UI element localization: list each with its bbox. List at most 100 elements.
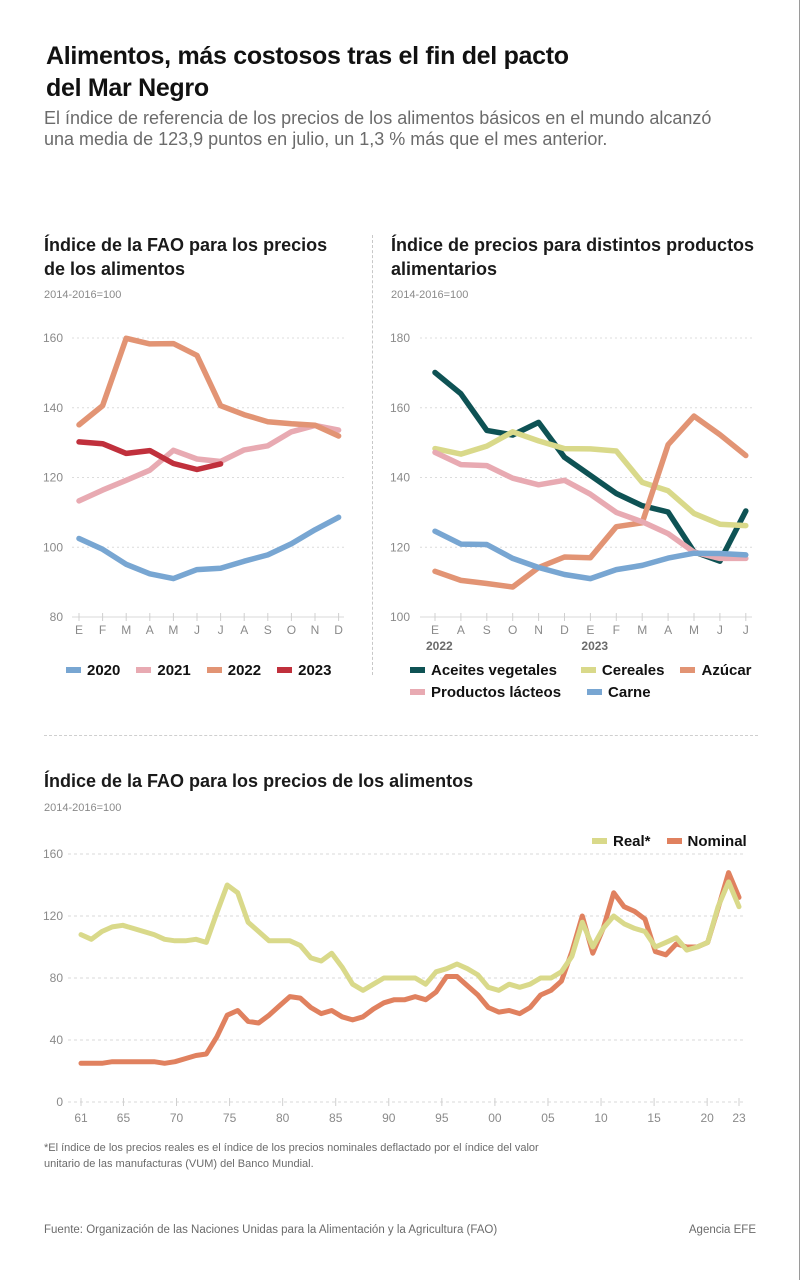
x-tick-label: J xyxy=(194,623,200,637)
chart1-legend: 2020 2021 2022 2023 xyxy=(66,659,366,681)
x-tick-label: E xyxy=(586,623,594,637)
series-line-carne xyxy=(432,528,749,582)
series-line-2022 xyxy=(76,335,342,439)
x-tick-label: J xyxy=(717,623,723,637)
legend-swatch xyxy=(410,667,425,673)
legend-label: 2023 xyxy=(298,661,332,679)
series-line-az-car xyxy=(432,413,749,590)
legend-label: Aceites vegetales xyxy=(431,661,557,679)
y-tick-label: 120 xyxy=(390,540,410,554)
y-tick-label: 100 xyxy=(43,540,63,554)
legend-label: Cereales xyxy=(601,661,665,679)
y-tick-label: 140 xyxy=(390,471,410,485)
x-tick-label: M xyxy=(637,623,647,637)
chart3-legend: Real* Nominal xyxy=(592,830,792,852)
x-tick-label: N xyxy=(311,623,320,637)
x-tick-label: J xyxy=(218,623,224,637)
y-tick-label: 80 xyxy=(50,610,64,624)
x-tick-label: J xyxy=(743,623,749,637)
series-line-2023 xyxy=(76,439,224,473)
legend-swatch xyxy=(680,667,696,673)
page-subtitle: El índice de referencia de los precios d… xyxy=(44,108,712,149)
x-tick-label: D xyxy=(560,623,569,637)
legend-swatch xyxy=(410,689,425,695)
chart2-title: Índice de precios para distintos product… xyxy=(391,235,755,279)
page-title: Alimentos, más costosos tras el fin del … xyxy=(46,42,569,102)
series-line-cereales xyxy=(432,429,749,529)
x-tick-label: A xyxy=(664,623,672,637)
chart3-unit: 2014-2016=100 xyxy=(44,802,122,814)
y-tick-label: 0 xyxy=(56,1095,63,1109)
x-tick-label: O xyxy=(287,623,296,637)
x-tick-label: 10 xyxy=(594,1111,608,1125)
x-tick-label: 65 xyxy=(117,1111,131,1125)
x-tick-label: S xyxy=(264,623,272,637)
legend-item: 2021 xyxy=(136,659,191,681)
y-tick-label: 160 xyxy=(43,331,63,345)
y-tick-label: 180 xyxy=(390,331,410,345)
year-label: 2022 xyxy=(426,639,453,653)
x-tick-label: 75 xyxy=(223,1111,237,1125)
legend-item: 2023 xyxy=(277,659,332,681)
series-line-nominal xyxy=(78,870,742,1066)
legend-label: Real* xyxy=(613,832,651,850)
legend-swatch xyxy=(136,667,152,673)
x-tick-label: M xyxy=(168,623,178,637)
chart2-plot xyxy=(420,337,752,621)
x-tick-label: A xyxy=(457,623,465,637)
legend-label: Nominal xyxy=(687,832,747,850)
chart1-unit: 2014-2016=100 xyxy=(44,289,122,301)
x-tick-label: 15 xyxy=(647,1111,661,1125)
legend-item: 2020 xyxy=(66,659,120,681)
x-tick-label: F xyxy=(99,623,106,637)
source-text: Fuente: Organización de las Naciones Uni… xyxy=(44,1224,498,1236)
agency-credit: Agencia EFE xyxy=(688,1224,756,1236)
chart2-legend: Aceites vegetales Cereales Azúcar Productos… xyxy=(410,659,790,703)
x-tick-label: 61 xyxy=(74,1111,88,1125)
x-tick-label: 80 xyxy=(276,1111,290,1125)
x-tick-label: M xyxy=(121,623,131,637)
legend-item: Nominal xyxy=(666,830,747,852)
chart2-unit: 2014-2016=100 xyxy=(391,289,469,301)
legend-item: Cereales xyxy=(580,659,665,681)
legend-swatch xyxy=(666,838,682,844)
footnote: *El índice de los precios reales es el í… xyxy=(44,1142,539,1170)
legend-swatch xyxy=(587,689,603,695)
y-tick-label: 80 xyxy=(50,971,64,985)
horizontal-divider xyxy=(44,735,758,736)
y-tick-label: 160 xyxy=(43,847,63,861)
legend-item: 2022 xyxy=(206,659,262,681)
x-tick-label: O xyxy=(508,623,517,637)
year-label: 2023 xyxy=(581,639,608,653)
legend-label: 2022 xyxy=(227,661,262,679)
legend-swatch xyxy=(277,667,293,673)
x-tick-label: N xyxy=(534,623,543,637)
x-tick-label: 20 xyxy=(700,1111,714,1125)
legend-label: Azúcar xyxy=(701,661,752,679)
legend-item: Real* xyxy=(592,830,651,852)
legend-item: Productos lácteos xyxy=(410,681,561,703)
chart3-plot xyxy=(68,853,744,1106)
x-tick-label: 95 xyxy=(435,1111,449,1125)
x-tick-label: E xyxy=(75,623,83,637)
x-tick-label: E xyxy=(431,623,439,637)
y-tick-label: 160 xyxy=(390,401,410,415)
y-tick-label: 100 xyxy=(390,610,410,624)
chart1-title: Índice de la FAO para los precios de los… xyxy=(44,235,328,279)
x-tick-label: 70 xyxy=(170,1111,184,1125)
chart3-title: Índice de la FAO para los precios de los… xyxy=(44,771,474,791)
legend-item: Azúcar xyxy=(680,659,752,681)
y-tick-label: 120 xyxy=(43,471,63,485)
chart1-plot xyxy=(72,335,344,621)
x-tick-label: M xyxy=(689,623,699,637)
legend-label: 2020 xyxy=(87,661,121,679)
x-tick-label: 90 xyxy=(382,1111,396,1125)
legend-label: Productos lácteos xyxy=(431,683,562,701)
series-line-2020 xyxy=(76,514,342,582)
x-tick-label: 23 xyxy=(732,1111,746,1125)
x-tick-label: A xyxy=(146,623,154,637)
y-tick-label: 120 xyxy=(43,909,63,923)
legend-label: Carne xyxy=(608,683,651,701)
x-tick-label: 85 xyxy=(329,1111,343,1125)
